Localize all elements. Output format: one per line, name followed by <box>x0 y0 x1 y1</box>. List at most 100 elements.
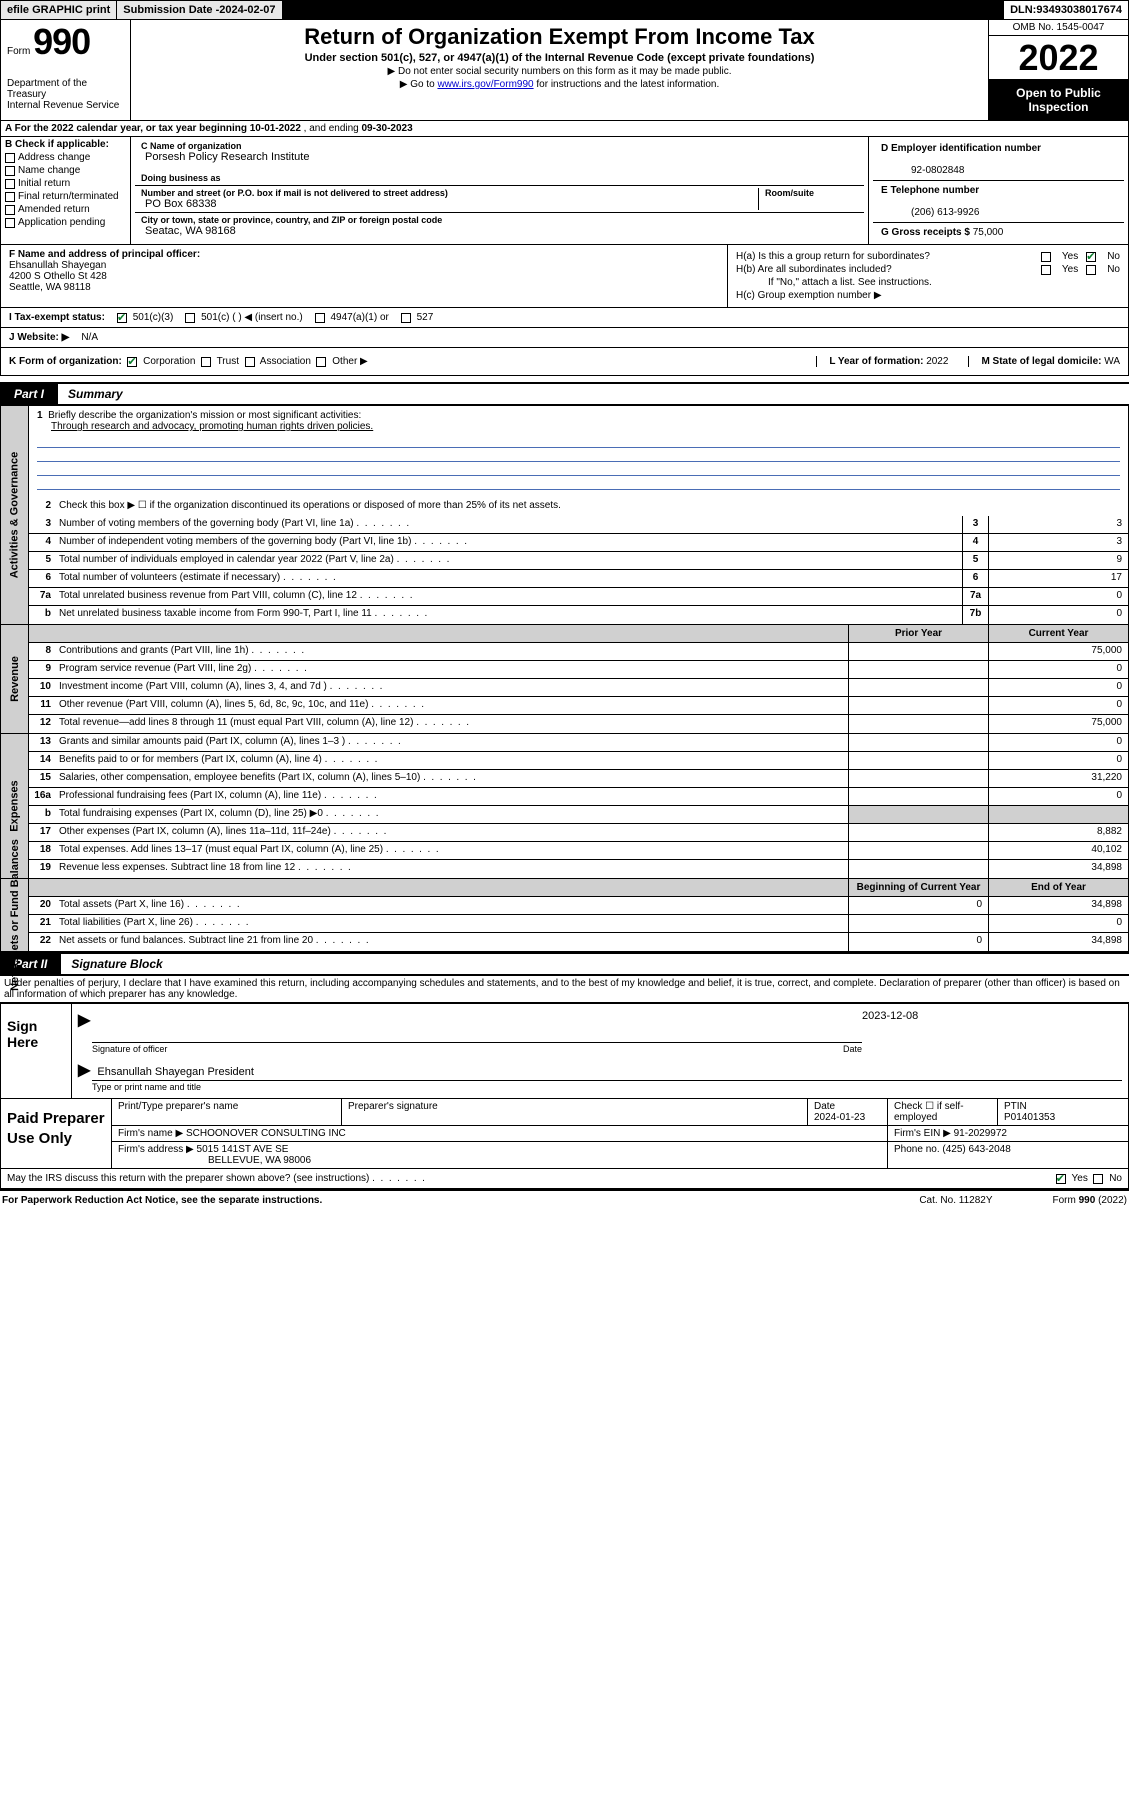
dept-treasury: Department of the Treasury <box>7 78 124 100</box>
form-id-block: Form 990 Department of the Treasury Inte… <box>1 20 131 120</box>
col-b: B Check if applicable: Address change Na… <box>1 137 131 244</box>
discuss-row: May the IRS discuss this return with the… <box>1 1168 1128 1188</box>
chk-trust[interactable] <box>201 357 211 367</box>
omb-number: OMB No. 1545-0047 <box>989 20 1128 36</box>
chk-other[interactable] <box>316 357 326 367</box>
part-2-header: Part II Signature Block <box>0 952 1129 976</box>
boy-hdr: Beginning of Current Year <box>848 879 988 896</box>
officer-name: Ehsanullah Shayegan <box>9 260 106 271</box>
firm-phone-label: Phone no. <box>894 1144 940 1155</box>
note2-post: for instructions and the latest informat… <box>536 79 719 90</box>
ptin-hdr: PTIN <box>1004 1101 1027 1112</box>
line-12: 12Total revenue—add lines 8 through 11 (… <box>29 715 1128 733</box>
prep-sig-hdr: Preparer's signature <box>342 1099 808 1125</box>
chk-527[interactable] <box>401 313 411 323</box>
form-subtitle: Under section 501(c), 527, or 4947(a)(1)… <box>141 52 978 64</box>
col-c: C Name of organization Porsesh Policy Re… <box>131 137 868 244</box>
chk-address-change[interactable]: Address change <box>5 152 126 163</box>
line-5: 5Total number of individuals employed in… <box>29 552 1128 570</box>
firm-name-label: Firm's name ▶ <box>118 1128 183 1139</box>
chk-501c[interactable] <box>185 313 195 323</box>
gross-receipts-cell: G Gross receipts $ 75,000 <box>873 222 1124 242</box>
mission-rule-1 <box>37 434 1120 448</box>
sign-here-label: Sign Here <box>1 1004 71 1098</box>
chk-4947[interactable] <box>315 313 325 323</box>
paid-preparer-block: Paid Preparer Use Only Print/Type prepar… <box>1 1098 1128 1168</box>
hb-yes[interactable] <box>1041 265 1051 275</box>
signature-block: Sign Here ▶ Signature of officer Date 20… <box>0 1002 1129 1189</box>
phone-cell: E Telephone number (206) 613-9926 <box>873 180 1124 222</box>
chk-initial-return[interactable]: Initial return <box>5 178 126 189</box>
ha-label: H(a) Is this a group return for subordin… <box>736 251 1033 262</box>
submission-date: Submission Date - 2024-02-07 <box>117 1 282 19</box>
form990-link[interactable]: www.irs.gov/Form990 <box>437 79 533 90</box>
gross-receipts-value: 75,000 <box>973 227 1004 238</box>
line-16a: 16aProfessional fundraising fees (Part I… <box>29 788 1128 806</box>
addr-label: Number and street (or P.O. box if mail i… <box>141 188 758 198</box>
chk-association[interactable] <box>245 357 255 367</box>
q1-num: 1 <box>37 410 43 421</box>
part-1-header: Part I Summary <box>0 382 1129 406</box>
dln-value: 93493038017674 <box>1036 4 1122 16</box>
chk-application-pending[interactable]: Application pending <box>5 217 126 228</box>
line-a-row: A For the 2022 calendar year, or tax yea… <box>0 121 1129 137</box>
eoy-hdr: End of Year <box>988 879 1128 896</box>
form-header: Form 990 Department of the Treasury Inte… <box>0 20 1129 121</box>
chk-amended-return[interactable]: Amended return <box>5 204 126 215</box>
line-9: 9Program service revenue (Part VIII, lin… <box>29 661 1128 679</box>
firm-addr-label: Firm's address ▶ <box>118 1144 194 1155</box>
prep-self-employed: Check ☐ if self-employed <box>888 1099 998 1125</box>
sig-arrow-icon: ▶ <box>78 1012 90 1029</box>
line-7a: 7aTotal unrelated business revenue from … <box>29 588 1128 606</box>
net-assets-block: Net Assets or Fund Balances Beginning of… <box>0 879 1129 952</box>
mission-rule-4 <box>37 476 1120 490</box>
discuss-no[interactable] <box>1093 1174 1103 1184</box>
discuss-yes[interactable] <box>1056 1174 1066 1184</box>
rev-header-row: Prior Year Current Year <box>29 625 1128 643</box>
entity-block: B Check if applicable: Address change Na… <box>0 137 1129 245</box>
col-right: D Employer identification number 92-0802… <box>868 137 1128 244</box>
mission-rule-2 <box>37 448 1120 462</box>
q1: 1 Briefly describe the organization's mi… <box>29 406 1128 434</box>
ha-no[interactable] <box>1086 252 1096 262</box>
footer-left: For Paperwork Reduction Act Notice, see … <box>2 1195 322 1206</box>
line-20: 20Total assets (Part X, line 16)034,898 <box>29 897 1128 915</box>
efile-print-button[interactable]: efile GRAPHIC print <box>1 1 117 19</box>
addr-cell: Number and street (or P.O. box if mail i… <box>135 186 864 213</box>
q2: 2 Check this box ▶ ☐ if the organization… <box>29 498 1128 516</box>
hb-label: H(b) Are all subordinates included? <box>736 264 1033 275</box>
header-center: Return of Organization Exempt From Incom… <box>131 20 988 120</box>
side-ag: Activities & Governance <box>1 406 29 624</box>
org-name: Porsesh Policy Research Institute <box>141 151 858 163</box>
f-label: F Name and address of principal officer: <box>9 249 200 260</box>
website-value: N/A <box>81 332 98 343</box>
section-h: H(a) Is this a group return for subordin… <box>728 245 1128 307</box>
chk-final-return[interactable]: Final return/terminated <box>5 191 126 202</box>
hb-no[interactable] <box>1086 265 1096 275</box>
firm-addr1-value: 5015 141ST AVE SE <box>197 1144 289 1155</box>
footer-right: Form 990 (2022) <box>1053 1195 1127 1206</box>
chk-name-change[interactable]: Name change <box>5 165 126 176</box>
paid-preparer-label: Paid Preparer Use Only <box>1 1099 111 1168</box>
gross-receipts-label: G Gross receipts $ <box>881 227 970 238</box>
line-10: 10Investment income (Part VIII, column (… <box>29 679 1128 697</box>
i-label: I Tax-exempt status: <box>9 312 105 323</box>
discuss-text: May the IRS discuss this return with the… <box>7 1173 1056 1184</box>
line-22: 22Net assets or fund balances. Subtract … <box>29 933 1128 951</box>
dln: DLN: 93493038017674 <box>1004 1 1128 19</box>
chk-501c3[interactable] <box>117 313 127 323</box>
prep-date-hdr: Date <box>814 1101 835 1112</box>
chk-corporation[interactable] <box>127 357 137 367</box>
col-b-label: B Check if applicable: <box>5 139 109 150</box>
ha-yes[interactable] <box>1041 252 1051 262</box>
part-1-title: Summary <box>58 382 1129 406</box>
part-1-num: Part I <box>0 384 58 404</box>
principal-officer: F Name and address of principal officer:… <box>1 245 728 307</box>
header-right: OMB No. 1545-0047 2022 Open to Public In… <box>988 20 1128 120</box>
officer-addr2: Seattle, WA 98118 <box>9 282 91 293</box>
sig-arrow-icon-2: ▶ <box>78 1062 90 1079</box>
prep-date-value: 2024-01-23 <box>814 1112 865 1123</box>
row-k: K Form of organization: Corporation Trus… <box>0 348 1129 376</box>
dln-label: DLN: <box>1010 4 1036 16</box>
tax-year: 2022 <box>989 36 1128 80</box>
